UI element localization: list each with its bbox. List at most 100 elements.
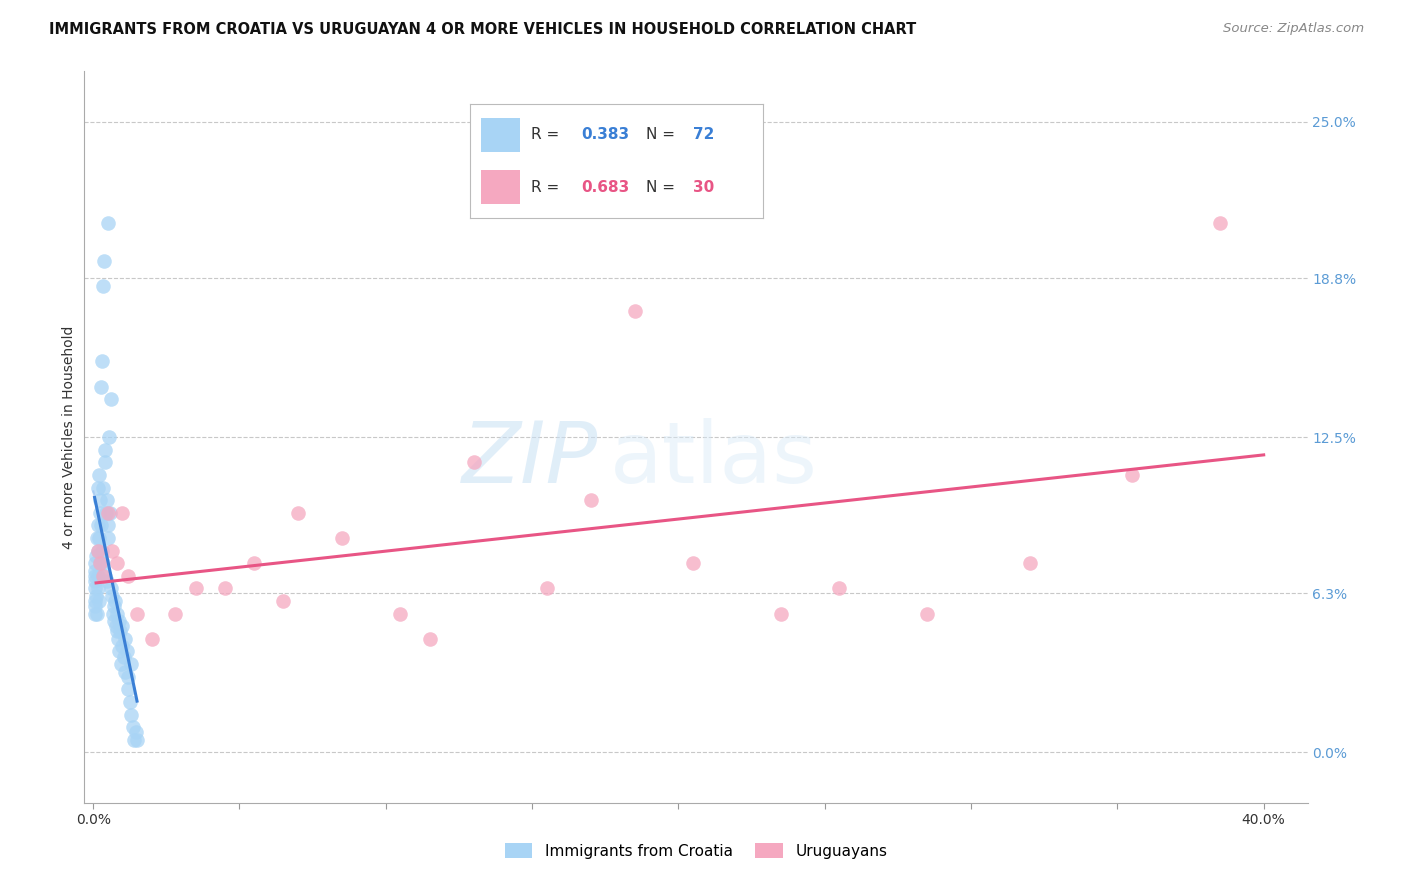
Point <box>915 607 938 621</box>
Point <box>125 732 148 747</box>
Point <box>623 304 645 318</box>
Point <box>93 253 115 268</box>
Point <box>114 665 136 679</box>
Point <box>120 707 142 722</box>
Point <box>287 506 309 520</box>
Legend: Immigrants from Croatia, Uruguayans: Immigrants from Croatia, Uruguayans <box>499 837 893 864</box>
Point <box>96 574 118 588</box>
Point <box>90 379 112 393</box>
Point <box>86 607 108 621</box>
Point <box>89 506 111 520</box>
Point <box>117 670 139 684</box>
Point <box>682 556 704 570</box>
Point <box>107 632 129 646</box>
Point <box>111 619 134 633</box>
Point <box>83 569 105 583</box>
Point <box>111 640 134 654</box>
Point <box>94 569 117 583</box>
Point <box>90 518 112 533</box>
Point <box>1018 556 1040 570</box>
Point <box>389 607 412 621</box>
Point <box>108 624 131 639</box>
Point <box>184 582 207 596</box>
Point <box>96 493 118 508</box>
Point <box>120 657 142 671</box>
Point <box>110 657 132 671</box>
Point <box>101 543 124 558</box>
Point <box>89 556 111 570</box>
Point <box>101 589 124 603</box>
Point <box>87 594 110 608</box>
Point <box>86 531 108 545</box>
Point <box>243 556 266 570</box>
Point <box>89 556 111 570</box>
Point <box>84 574 107 588</box>
Text: atlas: atlas <box>610 417 818 500</box>
Point <box>104 594 127 608</box>
Point <box>87 531 110 545</box>
Point <box>84 589 107 603</box>
Point <box>122 732 145 747</box>
Point <box>90 354 112 368</box>
Text: ZIP: ZIP <box>461 417 598 500</box>
Point <box>84 564 107 578</box>
Point <box>117 569 139 583</box>
Point <box>97 531 120 545</box>
Point <box>86 543 108 558</box>
Point <box>87 481 110 495</box>
Point <box>108 614 131 628</box>
Point <box>94 455 117 469</box>
Point <box>98 506 121 520</box>
Point <box>115 644 138 658</box>
Point <box>84 599 107 613</box>
Text: Source: ZipAtlas.com: Source: ZipAtlas.com <box>1223 22 1364 36</box>
Point <box>87 467 110 482</box>
Point <box>97 506 120 520</box>
Y-axis label: 4 or more Vehicles in Household: 4 or more Vehicles in Household <box>62 326 76 549</box>
Point <box>536 582 558 596</box>
Point <box>828 582 851 596</box>
Point <box>419 632 441 646</box>
Point <box>94 442 117 457</box>
Text: IMMIGRANTS FROM CROATIA VS URUGUAYAN 4 OR MORE VEHICLES IN HOUSEHOLD CORRELATION: IMMIGRANTS FROM CROATIA VS URUGUAYAN 4 O… <box>49 22 917 37</box>
Point <box>125 607 148 621</box>
Point <box>165 607 187 621</box>
Point <box>93 569 115 583</box>
Point <box>117 682 139 697</box>
Point <box>214 582 236 596</box>
Point <box>98 430 121 444</box>
Point <box>108 644 131 658</box>
Point <box>579 493 602 508</box>
Point <box>105 556 128 570</box>
Point <box>100 582 122 596</box>
Point <box>90 543 112 558</box>
Point <box>93 556 115 570</box>
Point <box>97 518 120 533</box>
Point <box>118 695 141 709</box>
Point <box>100 392 122 407</box>
Point <box>89 493 111 508</box>
Point <box>86 543 108 558</box>
Point <box>104 619 127 633</box>
Point <box>86 518 108 533</box>
Point <box>124 725 146 739</box>
Point <box>273 594 295 608</box>
Point <box>101 607 124 621</box>
Point <box>83 594 105 608</box>
Point <box>1209 216 1232 230</box>
Point <box>105 624 128 639</box>
Point <box>330 531 353 545</box>
Point <box>141 632 163 646</box>
Point <box>93 278 115 293</box>
Point <box>83 607 105 621</box>
Point <box>105 607 128 621</box>
Point <box>84 549 107 563</box>
Point <box>1121 467 1143 482</box>
Point <box>86 582 108 596</box>
Point <box>83 556 105 570</box>
Point <box>114 632 136 646</box>
Point <box>463 455 485 469</box>
Point <box>91 481 114 495</box>
Point <box>769 607 792 621</box>
Point <box>97 216 120 230</box>
